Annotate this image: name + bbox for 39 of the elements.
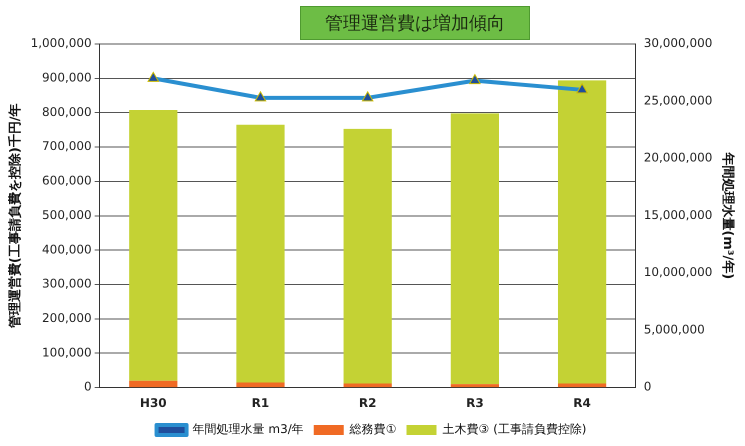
y-tick-label: 400,000 (42, 242, 92, 256)
y2-tick-label: 20,000,000 (644, 150, 712, 165)
y-tick-label: 500,000 (42, 208, 92, 222)
y2-tick-label: 5,000,000 (644, 322, 705, 336)
legend-label: 総務費① (348, 422, 397, 436)
x-tick-label: R3 (466, 396, 484, 410)
x-tick-label: H30 (140, 396, 167, 410)
y-tick-label: 1,000,000 (30, 36, 92, 50)
bar (344, 128, 392, 384)
bar (344, 383, 392, 388)
y2-tick-label: 25,000,000 (644, 93, 712, 108)
y-tick-label: 700,000 (42, 139, 92, 154)
x-tick-label: R2 (358, 396, 376, 410)
bar (558, 383, 606, 388)
y2-tick-label: 10,000,000 (644, 265, 712, 280)
bar (129, 110, 178, 381)
y2-tick-label: 30,000,000 (644, 36, 712, 50)
y2-axis-title: 年間処理水量(m³/年) (720, 151, 735, 280)
legend-label: 年間処理水量 m3/年 (192, 422, 304, 436)
bar (236, 382, 285, 388)
x-tick-label: R1 (252, 396, 270, 410)
y-tick-label: 200,000 (42, 311, 92, 326)
y-tick-label: 100,000 (42, 345, 92, 360)
x-tick-label: R4 (573, 396, 591, 410)
bar (236, 124, 285, 382)
y-axis-title: 管理運営費(工事請負費を控除)千円/年 (7, 103, 24, 330)
y-tick-label: 0 (84, 380, 92, 394)
bar (558, 80, 606, 384)
y-tick-label: 800,000 (42, 104, 92, 119)
y-tick-label: 900,000 (42, 70, 92, 84)
bar (450, 113, 500, 384)
y2-tick-label: 15,000,000 (644, 208, 712, 222)
bar (450, 384, 500, 388)
legend-label: 土木費③ (工事請負費控除) (442, 422, 586, 436)
y2-tick-label: 0 (644, 380, 652, 394)
text: 管理運営費は増加傾向 (300, 6, 530, 40)
y-tick-label: 600,000 (42, 174, 92, 188)
y-tick-label: 300,000 (42, 276, 92, 291)
bar (129, 380, 178, 388)
